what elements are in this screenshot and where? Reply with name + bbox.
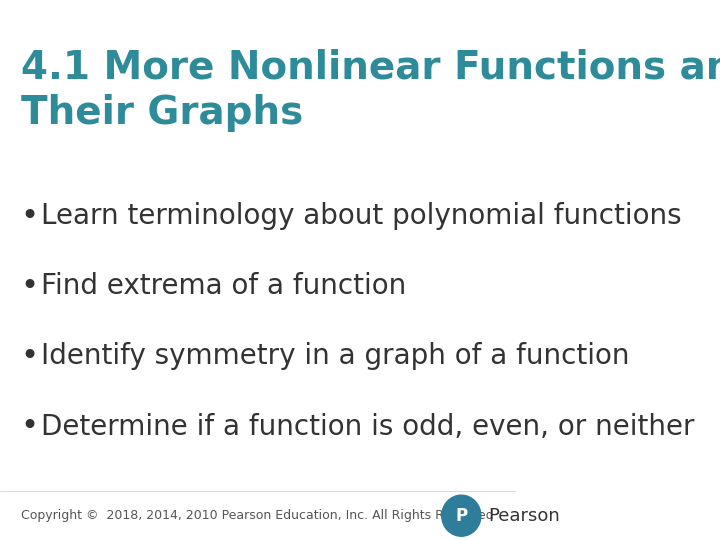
Text: Learn terminology about polynomial functions: Learn terminology about polynomial funct… [41,202,682,230]
Text: P: P [455,507,467,525]
Text: •: • [21,272,39,301]
Text: Copyright ©  2018, 2014, 2010 Pearson Education, Inc. All Rights Reserved: Copyright © 2018, 2014, 2010 Pearson Edu… [21,509,493,522]
Text: Determine if a function is odd, even, or neither: Determine if a function is odd, even, or… [41,413,695,441]
Text: •: • [21,412,39,441]
Circle shape [442,495,481,536]
Text: 4.1 More Nonlinear Functions and
Their Graphs: 4.1 More Nonlinear Functions and Their G… [21,49,720,132]
Text: •: • [21,201,39,231]
Text: Pearson: Pearson [488,507,560,525]
Text: Find extrema of a function: Find extrema of a function [41,272,407,300]
Text: Identify symmetry in a graph of a function: Identify symmetry in a graph of a functi… [41,342,630,370]
Text: •: • [21,342,39,371]
